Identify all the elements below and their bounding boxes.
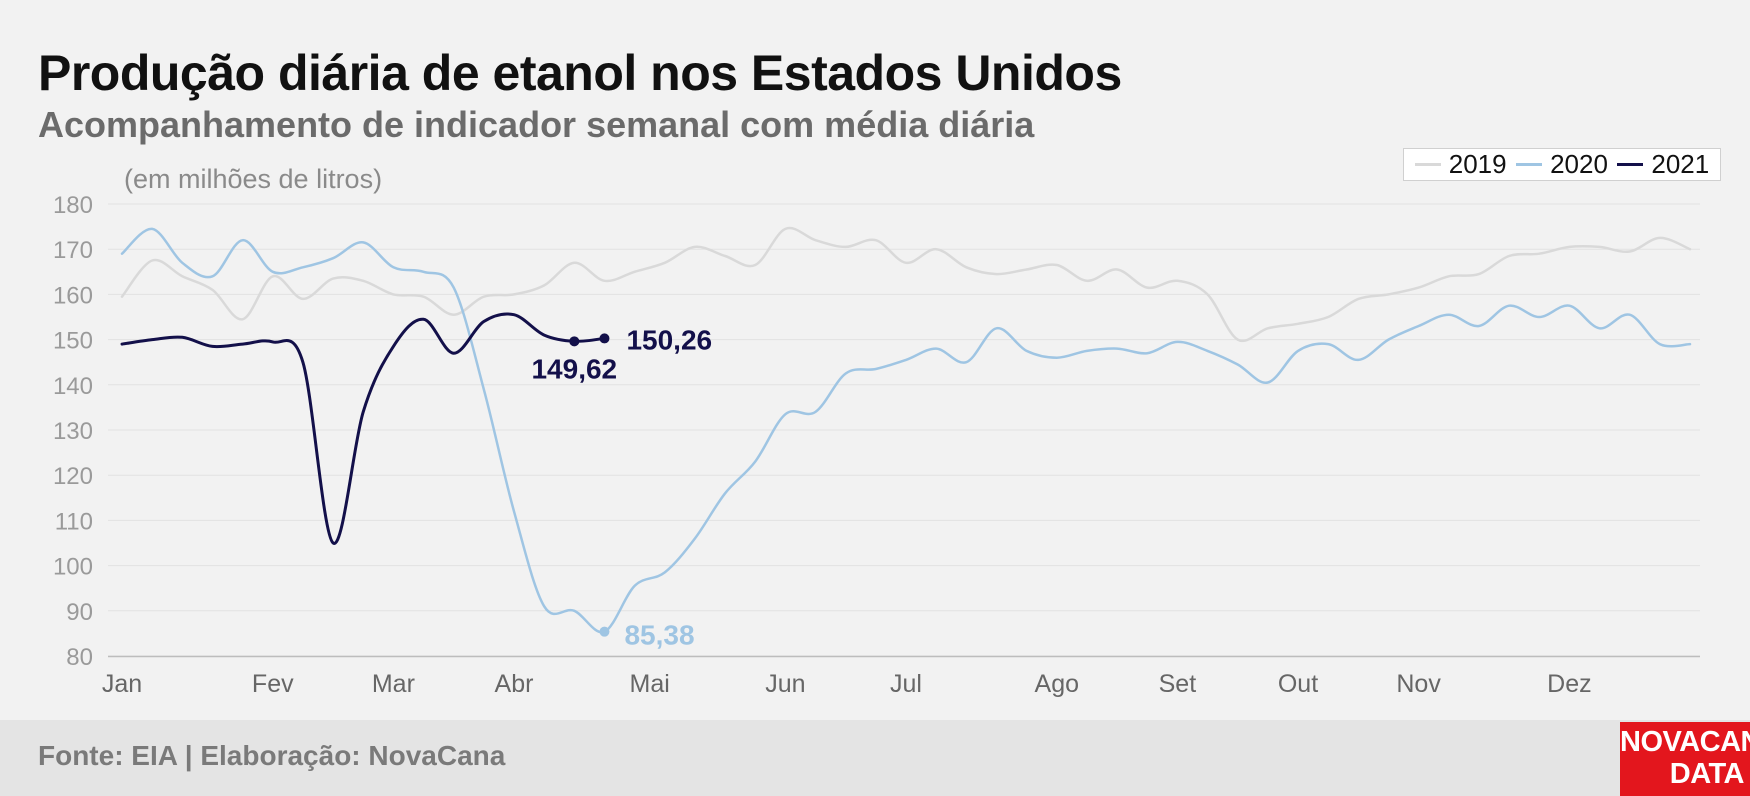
y-tick-label-110: 110 [55,508,93,535]
legend-item-2020: 2020 [1516,149,1608,180]
marker-2021-16 [599,333,610,344]
novacana-data-logo: NOVACANA DATA [1620,722,1750,796]
x-tick-label-jan: Jan [102,670,142,698]
unit-label: (em milhões de litros) [124,164,383,194]
source-text: Fonte: EIA | Elaboração: NovaCana [38,740,506,771]
x-tick-label-mai: Mai [630,670,670,698]
legend-item-2019: 2019 [1414,149,1507,180]
y-tick-label-120: 120 [53,463,93,490]
x-tick-label-set: Set [1159,670,1197,698]
series-line-2019 [120,226,1692,343]
legend-label-2020: 2020 [1550,149,1608,179]
y-tick-label-170: 170 [53,237,93,264]
y-tick-label-130: 130 [53,418,93,445]
x-tick-label-fev: Fev [252,670,294,698]
x-tick-label-dez: Dez [1547,670,1591,698]
x-tick-label-out: Out [1278,670,1318,698]
legend-label-2021: 2021 [1651,149,1710,179]
logo-line-2: DATA [1669,758,1745,790]
data-label-2020-16: 85,38 [624,620,694,651]
data-label-2021-15: 149,62 [531,353,617,384]
legend-swatch-2021 [1617,163,1644,166]
series-line-2021 [120,312,606,545]
x-tick-label-mar: Mar [372,670,415,698]
marker-2021-15 [569,336,580,347]
y-tick-label-90: 90 [66,599,93,626]
y-tick-label-180: 180 [53,192,93,219]
x-tick-label-nov: Nov [1396,670,1441,698]
line-chart: 80 90 100 110 120 130 140 150 160 170 180 Jan Fev Mar… [53,192,1700,698]
chart-title: Produção diária de etanol nos Estados Un… [38,45,1122,101]
y-tick-label-100: 100 [53,554,93,581]
series-line-2020 [120,227,1692,634]
legend-swatch-2020 [1516,163,1543,166]
y-tick-label-160: 160 [53,282,93,309]
x-tick-label-jul: Jul [890,670,922,698]
legend-item-2021: 2021 [1617,149,1709,180]
y-tick-label-80: 80 [66,644,93,671]
marker-2020-16 [599,626,610,637]
legend-label-2019: 2019 [1448,149,1507,179]
logo-line-1: NOVACANA [1620,726,1750,758]
x-tick-label-jun: Jun [765,670,805,698]
x-tick-label-ago: Ago [1035,670,1079,698]
data-label-2021-16: 150,26 [626,324,712,355]
legend-swatch-2019 [1414,163,1441,166]
footer-bar [0,720,1750,796]
y-tick-label-140: 140 [53,373,93,400]
x-tick-label-abr: Abr [495,670,534,698]
y-tick-label-150: 150 [53,328,93,355]
legend: 2019 2020 2021 [1403,148,1721,181]
chart-subtitle: Acompanhamento de indicador semanal com … [38,104,1035,145]
